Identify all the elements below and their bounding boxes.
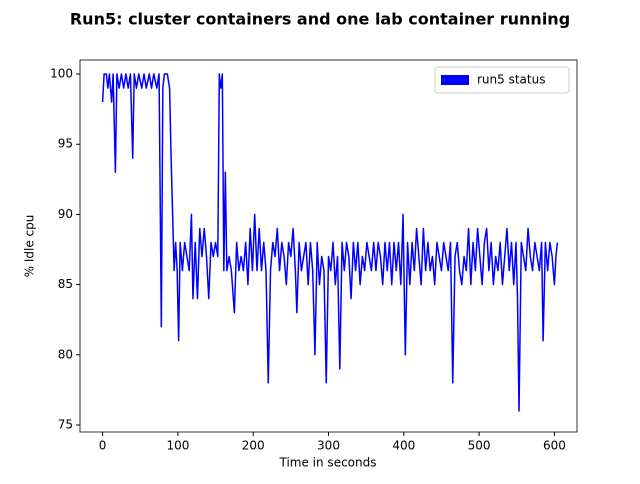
- y-tick-label: 85: [58, 277, 73, 291]
- x-tick-label: 400: [392, 439, 415, 453]
- y-axis-label: % Idle cpu: [23, 215, 37, 278]
- x-tick-label: 0: [99, 439, 107, 453]
- y-tick-label: 100: [50, 67, 73, 81]
- plot-frame: [79, 59, 578, 433]
- y-tick-label: 80: [58, 347, 73, 361]
- x-tick-label: 100: [166, 439, 189, 453]
- x-tick-label: 300: [317, 439, 340, 453]
- y-tick-label: 90: [58, 207, 73, 221]
- chart-title: Run5: cluster containers and one lab con…: [70, 10, 570, 29]
- legend-box: [434, 66, 570, 94]
- x-tick-label: 200: [242, 439, 265, 453]
- y-tick-label: 75: [58, 417, 73, 431]
- x-tick-label: 500: [468, 439, 491, 453]
- data-line: [101, 73, 559, 412]
- y-tick-label: 95: [58, 137, 73, 151]
- x-axis-label: Time in seconds: [279, 456, 377, 470]
- x-tick-label: 600: [543, 439, 566, 453]
- legend-label: run5 status: [477, 73, 545, 87]
- legend-swatch: [441, 75, 469, 85]
